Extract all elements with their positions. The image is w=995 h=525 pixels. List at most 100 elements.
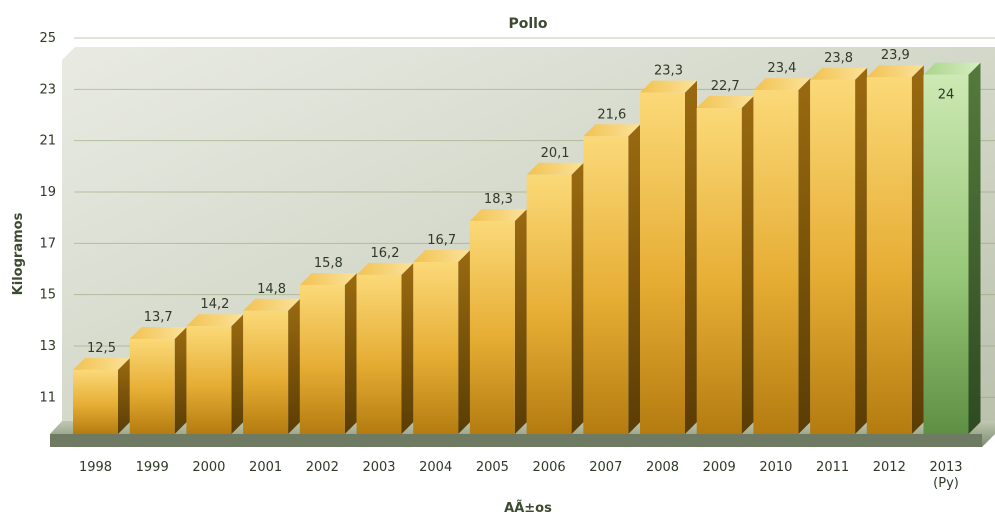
bar-side: [855, 67, 868, 435]
x-tick-label: 2011: [816, 460, 849, 475]
bar: [696, 96, 754, 435]
x-tick-label: 2002: [306, 460, 339, 475]
bar-front: [810, 79, 856, 435]
bar-front: [299, 285, 345, 434]
bar: [73, 357, 130, 434]
data-label: 23,4: [767, 61, 796, 76]
x-tick-label: 2007: [589, 460, 622, 475]
x-tick-label: 1999: [136, 460, 169, 475]
bar-side: [514, 208, 527, 434]
bar-top: [299, 273, 357, 286]
bar-top: [73, 357, 130, 370]
x-tick-label: 2001: [249, 460, 282, 475]
y-tick-label: 13: [39, 339, 56, 354]
data-label: 18,3: [484, 192, 513, 207]
x-tick-label: 2003: [362, 460, 395, 475]
bar: [356, 262, 414, 434]
bar-front: [526, 174, 572, 434]
bar: [866, 65, 924, 434]
x-tick-label: 1998: [79, 460, 112, 475]
bar: [583, 124, 641, 435]
bar-front: [696, 108, 742, 435]
bar-front: [413, 262, 459, 434]
bar-top: [866, 65, 924, 78]
bars: 12,5 13,7 14,2 14,8 15,8 16,2 16,7 18,3 20,1 21,6…: [73, 48, 981, 435]
bar-front: [129, 339, 175, 434]
bar-top: [696, 96, 754, 109]
bar-top: [129, 327, 187, 340]
y-tick-label: 11: [39, 390, 56, 405]
y-tick-label: 17: [39, 236, 56, 251]
bar-top: [526, 162, 584, 175]
bar-side: [798, 78, 811, 435]
data-label: 20,1: [541, 146, 570, 161]
bar-top: [923, 62, 981, 75]
bar-side: [911, 65, 924, 434]
data-label: 13,7: [144, 310, 173, 325]
bar-side: [458, 250, 471, 434]
chart-title: Pollo: [508, 16, 547, 32]
bar-top: [640, 80, 697, 93]
data-label: 15,8: [314, 256, 343, 271]
bar-side: [628, 124, 641, 435]
plot-floor-front: [50, 434, 982, 447]
bar-top: [243, 298, 301, 311]
bar: [413, 250, 471, 434]
x-tick-label: 2005: [476, 460, 509, 475]
y-tick-label: 15: [39, 288, 56, 303]
bar-top: [356, 262, 414, 275]
data-label: 24: [938, 88, 955, 103]
y-tick-label: 21: [39, 134, 56, 149]
data-label: 23,8: [824, 51, 853, 66]
bar-front: [640, 92, 685, 434]
x-tick-label: 2012: [873, 460, 906, 475]
bar-top: [583, 124, 641, 137]
data-label: 21,6: [597, 107, 626, 122]
bar: [810, 67, 868, 435]
bar-side: [174, 327, 187, 434]
x-tick-label: 2000: [192, 460, 225, 475]
bar: [640, 80, 697, 434]
data-label: 16,2: [371, 246, 400, 261]
bar: [469, 208, 527, 434]
x-axis-ticks: 1998 1999 2000 2001 2002 2003 2004 2005 2006 2007…: [79, 460, 963, 491]
bar-top: [753, 78, 811, 91]
bar-front: [469, 220, 515, 434]
y-tick-label: 19: [39, 185, 56, 200]
bar-side: [288, 298, 301, 434]
bar-side: [401, 262, 414, 434]
data-label: 14,8: [257, 282, 286, 297]
x-tick-label: 2009: [703, 460, 736, 475]
x-tick-label: 2004: [419, 460, 452, 475]
data-label: 23,9: [881, 48, 910, 63]
bar-front: [753, 90, 799, 435]
x-tick-label: 2010: [759, 460, 792, 475]
y-tick-label: 23: [39, 82, 56, 97]
bar-side: [231, 314, 244, 434]
bar: [299, 273, 357, 434]
bar-projected: [923, 62, 981, 435]
bar-front: [73, 369, 118, 434]
bar-side: [118, 357, 130, 434]
x-axis-title: AÃ±os: [504, 500, 552, 516]
data-label: 22,7: [711, 79, 740, 94]
bar-side: [571, 162, 584, 434]
y-axis-title: Kilogramos: [11, 212, 26, 295]
bar: [753, 78, 811, 435]
bar-front: [866, 77, 912, 434]
bar-top: [810, 67, 868, 80]
x-tick-label: 2006: [533, 460, 566, 475]
data-label: 12,5: [87, 341, 116, 356]
bar-front: [583, 136, 629, 434]
data-label: 14,2: [200, 297, 229, 312]
x-tick-label: 2013 (Py): [929, 460, 962, 491]
x-tick-label: 2008: [646, 460, 679, 475]
bar-top: [469, 208, 527, 221]
bar-side: [741, 96, 754, 435]
bar-front: [243, 310, 289, 434]
bar: [129, 327, 187, 434]
bar: [526, 162, 584, 434]
bar-front: [356, 274, 402, 434]
bar-side: [685, 80, 697, 434]
